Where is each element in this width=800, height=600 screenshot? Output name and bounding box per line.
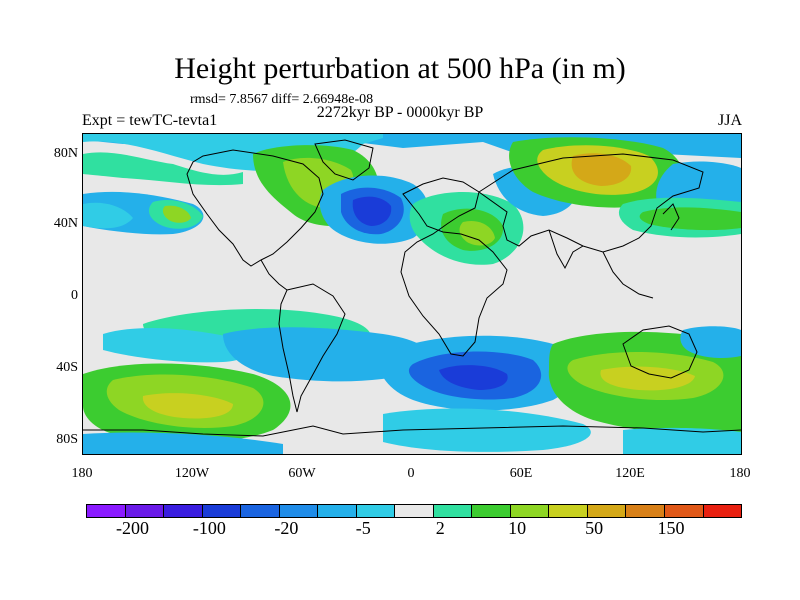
region-sepac-blue	[680, 326, 741, 358]
lat-label-80s: 80S	[56, 432, 78, 447]
lon-label-180w: 180	[71, 466, 93, 481]
region-europe-yellow	[459, 220, 495, 246]
colorbar-swatch	[587, 505, 627, 517]
region-nepac-lightgreen	[639, 207, 741, 231]
lon-label-60e: 60E	[509, 466, 533, 481]
region-antarctic-cyan	[383, 408, 591, 452]
colorbar-label: -200	[115, 518, 149, 538]
lon-label-60w: 60W	[288, 466, 316, 481]
lat-label-40n: 40N	[53, 216, 78, 231]
colorbar-swatch	[241, 505, 280, 517]
region-sind-core	[439, 365, 508, 390]
colorbar-label: 2	[435, 518, 445, 538]
colorbar-swatch	[549, 505, 588, 517]
colorbar-label: -20	[274, 518, 299, 538]
colorbar-swatch	[164, 505, 203, 517]
region-aus-core	[600, 366, 695, 391]
lat-label-80n: 80N	[53, 146, 78, 161]
coast-seasia	[602, 251, 654, 299]
region-spac-cyan	[103, 327, 254, 363]
region-natl-core	[352, 196, 392, 226]
lon-label-120w: 120W	[174, 466, 210, 481]
lon-label-0: 0	[407, 466, 415, 481]
coast-central-america	[260, 259, 288, 291]
colorbar-swatch	[703, 505, 742, 517]
colorbar-swatch	[433, 505, 473, 517]
colorbar-swatch	[279, 505, 319, 517]
colorbar-swatch	[510, 505, 550, 517]
lat-label-0: 0	[71, 288, 78, 303]
colorbar	[86, 504, 742, 518]
region-spac-core	[142, 393, 233, 419]
colorbar-swatch	[664, 505, 704, 517]
map-field	[83, 134, 741, 454]
colorbar-label: 10	[508, 518, 527, 538]
colorbar-label: -5	[355, 518, 371, 538]
region-epac40-yellow	[162, 205, 191, 223]
lon-label-180e: 180	[729, 466, 751, 481]
coast-greenland	[314, 139, 374, 181]
colorbar-swatch	[202, 505, 242, 517]
region-wpac40-cyan	[83, 202, 133, 229]
coast-japan	[662, 203, 680, 231]
height-perturbation-map	[82, 133, 742, 455]
colorbar-swatch	[318, 505, 357, 517]
lon-label-120e: 120E	[615, 466, 645, 481]
region-satl-blue	[223, 327, 431, 382]
region-antarctic-blue	[83, 432, 283, 454]
coast-europe-africa	[400, 177, 508, 357]
colorbar-label: 50	[585, 518, 604, 538]
region-antarctic-east-cyan	[623, 427, 741, 454]
lat-label-40s: 40S	[56, 360, 78, 375]
colorbar-swatch	[125, 505, 165, 517]
colorbar-swatch	[472, 505, 511, 517]
colorbar-label: 150	[657, 518, 685, 538]
coast-north-america	[186, 149, 324, 267]
coast-south-america	[278, 283, 346, 413]
coast-antarctica	[83, 425, 741, 437]
colorbar-swatch	[395, 505, 434, 517]
experiment-label: Expt = tewTC-tevta1	[82, 112, 218, 129]
colorbar-label: -100	[192, 518, 226, 538]
coast-asia	[478, 153, 704, 253]
coast-australia	[622, 325, 698, 379]
colorbar-swatch	[356, 505, 396, 517]
colorbar-swatch	[87, 505, 126, 517]
colorbar-swatch	[626, 505, 665, 517]
coast-india	[548, 229, 584, 270]
region-npac-green	[83, 152, 243, 186]
coastlines	[83, 139, 741, 437]
chart-title: Height perturbation at 500 hPa (in m)	[174, 52, 626, 85]
stats-label: rmsd= 7.8567 diff= 2.66948e-08	[190, 92, 374, 107]
season-label: JJA	[717, 112, 742, 129]
period-label: 2272kyr BP - 0000kyr BP	[316, 104, 484, 121]
region-siberia-orange	[571, 153, 632, 186]
